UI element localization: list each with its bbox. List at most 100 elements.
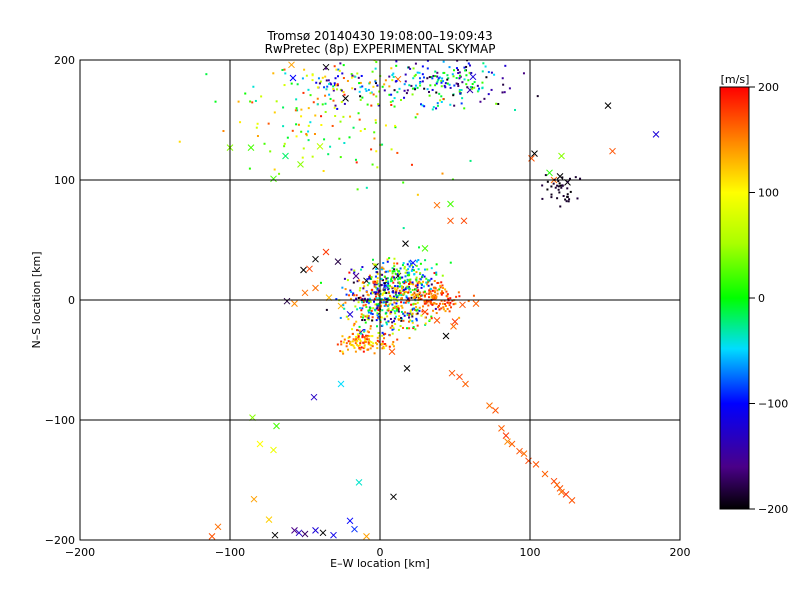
scatter-point: [313, 133, 316, 136]
scatter-point: [424, 323, 427, 326]
x-tick-label: 200: [670, 546, 691, 559]
scatter-point: [398, 315, 401, 318]
scatter-point: [414, 288, 417, 291]
scatter-point: [368, 335, 371, 338]
scatter-point: [403, 290, 406, 293]
scatter-point: [346, 517, 354, 525]
scatter-point: [403, 365, 411, 372]
scatter-point: [490, 71, 493, 74]
scatter-point: [341, 286, 344, 289]
scatter-point: [442, 286, 445, 289]
scatter-point: [339, 62, 342, 65]
scatter-point: [376, 343, 379, 346]
scatter-point: [402, 326, 405, 329]
scatter-point: [441, 284, 444, 287]
scatter-point: [353, 322, 356, 325]
scatter-point: [371, 319, 374, 322]
scatter-point: [378, 285, 381, 288]
scatter-point: [431, 77, 434, 80]
scatter-point: [364, 334, 367, 337]
scatter-point: [441, 290, 444, 293]
scatter-point: [311, 74, 314, 77]
scatter-point: [303, 68, 306, 71]
scatter-point: [256, 440, 264, 448]
scatter-point: [367, 331, 370, 334]
scatter-point: [568, 497, 576, 504]
scatter-point: [363, 329, 366, 332]
scatter-point: [366, 316, 369, 319]
scatter-point: [408, 327, 411, 330]
scatter-point: [381, 331, 384, 334]
scatter-point: [380, 284, 383, 287]
scatter-point: [302, 147, 305, 150]
scatter-point: [361, 301, 364, 304]
scatter-point: [386, 258, 389, 261]
scatter-point: [546, 180, 549, 183]
scatter-point: [373, 352, 376, 355]
scatter-point: [398, 293, 401, 296]
scatter-point: [392, 75, 395, 78]
scatter-point: [441, 77, 444, 80]
scatter-point: [356, 188, 359, 191]
scatter-point: [395, 296, 398, 299]
scatter-point: [421, 80, 424, 83]
scatter-point: [416, 301, 419, 304]
scatter-point: [427, 304, 430, 307]
scatter-point: [404, 311, 407, 314]
scatter-point: [440, 81, 443, 84]
scatter-point: [356, 340, 359, 343]
scatter-point: [371, 291, 374, 294]
scatter-point: [566, 187, 569, 190]
scatter-point: [383, 291, 386, 294]
scatter-point: [501, 77, 504, 80]
scatter-point: [346, 311, 354, 318]
scatter-point: [367, 88, 370, 91]
scatter-point: [442, 60, 445, 63]
scatter-point: [430, 277, 433, 280]
scatter-point: [370, 289, 373, 292]
scatter-point: [389, 294, 392, 297]
scatter-point: [411, 93, 414, 96]
scatter-point: [375, 61, 378, 64]
scatter-point: [341, 350, 344, 353]
scatter-point: [351, 525, 358, 533]
scatter-point: [425, 292, 428, 295]
scatter-point: [387, 307, 390, 310]
scatter-point: [393, 286, 396, 289]
scatter-point: [402, 262, 405, 265]
scatter-point: [311, 79, 314, 82]
scatter-point: [403, 267, 406, 270]
scatter-point: [390, 309, 393, 312]
scatter-point: [541, 470, 549, 478]
scatter-point: [435, 263, 438, 266]
scatter-point: [412, 77, 415, 80]
scatter-point: [546, 188, 549, 191]
scatter-point: [374, 295, 377, 298]
scatter-point: [408, 314, 411, 317]
scatter-point: [354, 75, 357, 78]
scatter-point: [417, 268, 420, 271]
scatter-point: [454, 302, 457, 305]
scatter-point: [393, 268, 396, 271]
scatter-point: [383, 282, 386, 285]
scatter-point: [309, 94, 312, 97]
scatter-point: [462, 380, 469, 388]
scatter-point: [383, 297, 386, 300]
scatter-point: [432, 294, 435, 297]
scatter-point: [342, 304, 345, 307]
scatter-point: [560, 186, 563, 189]
colorbar-tick-label: 200: [758, 81, 779, 94]
scatter-point: [374, 119, 377, 122]
scatter-point: [317, 77, 320, 80]
scatter-point: [416, 113, 419, 116]
scatter-point: [393, 262, 396, 265]
scatter-point: [408, 287, 411, 290]
scatter-point: [392, 340, 395, 343]
scatter-point: [424, 316, 427, 319]
scatter-point: [333, 82, 336, 85]
scatter-point: [366, 293, 369, 296]
scatter-point: [436, 71, 439, 74]
scatter-point: [554, 186, 557, 189]
scatter-point: [336, 83, 339, 86]
scatter-point: [324, 67, 327, 70]
